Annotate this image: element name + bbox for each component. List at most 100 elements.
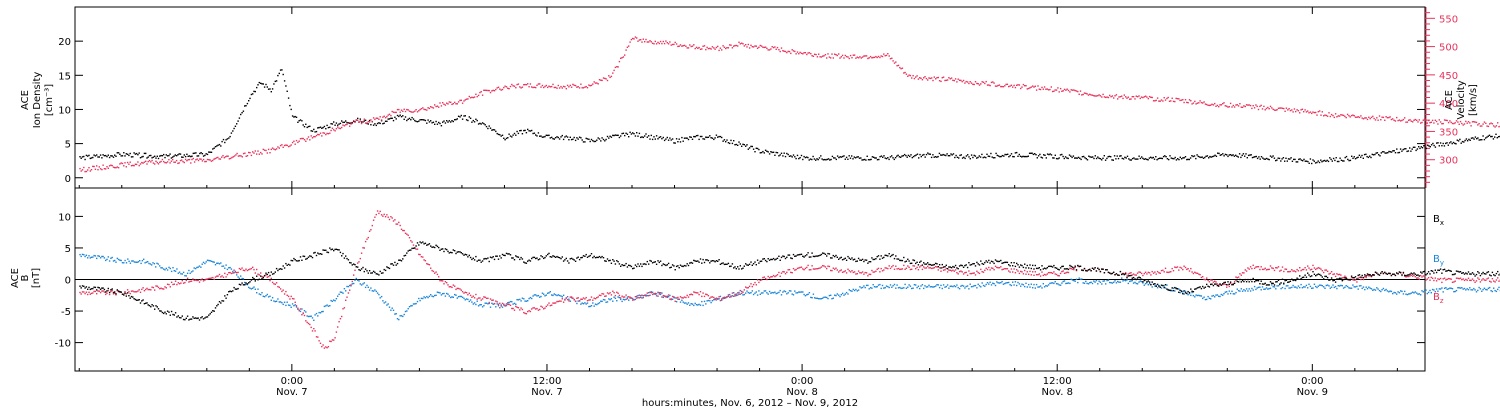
density-point [1222, 153, 1224, 155]
density-point [1460, 142, 1462, 144]
bz-point [944, 269, 946, 271]
velocity-point [1309, 111, 1312, 113]
bz-point [557, 300, 559, 303]
bz-point [718, 296, 720, 298]
by-point [889, 284, 892, 286]
density-point [1390, 151, 1393, 153]
velocity-point [143, 161, 146, 163]
by-point [1378, 289, 1381, 292]
density-point [293, 116, 295, 118]
density-point [779, 154, 781, 156]
bz-point [1450, 278, 1452, 280]
velocity-point [94, 168, 97, 170]
velocity-point [549, 86, 551, 88]
velocity-point [489, 91, 492, 94]
by-point [190, 271, 193, 273]
by-point [641, 294, 643, 296]
velocity-point [598, 79, 601, 81]
by-point [1426, 292, 1428, 295]
by-point [782, 291, 784, 293]
bz-point [964, 272, 966, 274]
velocity-point [795, 53, 797, 55]
by-point [1422, 291, 1424, 293]
velocity-point [1442, 122, 1444, 125]
density-point [1097, 156, 1099, 158]
velocity-point [1360, 115, 1362, 117]
density-point [214, 146, 217, 148]
by-point [1002, 283, 1005, 285]
bz-point [142, 287, 144, 289]
velocity-point [835, 54, 837, 56]
density-point [1004, 153, 1006, 156]
bz-point [972, 272, 974, 274]
by-point [196, 266, 198, 269]
bz-point [856, 273, 858, 275]
density-point [861, 159, 863, 161]
bz-point [1457, 277, 1459, 279]
bz-point [840, 269, 842, 271]
bz-point [275, 282, 278, 284]
velocity-point [1427, 119, 1430, 122]
density-point [669, 137, 671, 139]
by-point [392, 309, 395, 311]
velocity-point [662, 40, 664, 43]
bz-point [1321, 270, 1323, 272]
by-point [102, 255, 104, 258]
by-point [743, 293, 745, 296]
bz-point [1006, 268, 1009, 270]
density-point [497, 133, 500, 136]
density-point [1223, 155, 1225, 157]
velocity-point [1304, 109, 1306, 111]
density-point [1112, 159, 1114, 161]
bz-point [815, 268, 817, 270]
density-point [121, 155, 124, 157]
density-point [446, 120, 448, 122]
density-point [476, 119, 478, 122]
bz-point [1369, 275, 1371, 277]
bz-point [428, 264, 431, 266]
velocity-point [411, 111, 413, 113]
by-point [832, 297, 834, 299]
by-point [1374, 289, 1377, 291]
by-point [519, 298, 521, 301]
bz-point [844, 270, 846, 272]
density-point [297, 121, 299, 123]
density-point [1251, 156, 1254, 159]
density-point [248, 100, 250, 102]
by-point [460, 295, 462, 298]
velocity-point [1466, 122, 1468, 124]
by-point [1247, 290, 1249, 292]
bz-point [752, 283, 755, 286]
bz-point [256, 268, 258, 271]
by-point [857, 289, 860, 291]
velocity-point [309, 139, 311, 141]
bz-point [628, 296, 630, 298]
density-point [463, 115, 465, 117]
velocity-point [808, 52, 811, 54]
density-point [760, 151, 763, 154]
by-point [1006, 282, 1009, 284]
density-point [1079, 157, 1081, 159]
bz-point [996, 266, 998, 269]
density-point [1469, 139, 1471, 141]
density-point [1316, 161, 1318, 164]
density-point [821, 158, 823, 160]
velocity-point [1057, 87, 1059, 89]
by-point [1125, 280, 1127, 282]
by-point [954, 285, 957, 288]
bz-point [362, 247, 364, 249]
density-point [1054, 154, 1056, 156]
density-point [1104, 159, 1107, 161]
bz-point [102, 290, 104, 292]
bz-point [648, 295, 650, 297]
bz-point [822, 265, 824, 267]
velocity-point [1416, 119, 1418, 121]
velocity-point [424, 108, 427, 111]
bz-point [1130, 272, 1132, 274]
velocity-point [1227, 106, 1229, 108]
density-point [278, 72, 280, 75]
x-tick-label-day: Nov. 9 [1297, 387, 1328, 398]
by-point [1074, 280, 1076, 282]
density-point [472, 119, 474, 122]
velocity-point [1429, 122, 1431, 124]
